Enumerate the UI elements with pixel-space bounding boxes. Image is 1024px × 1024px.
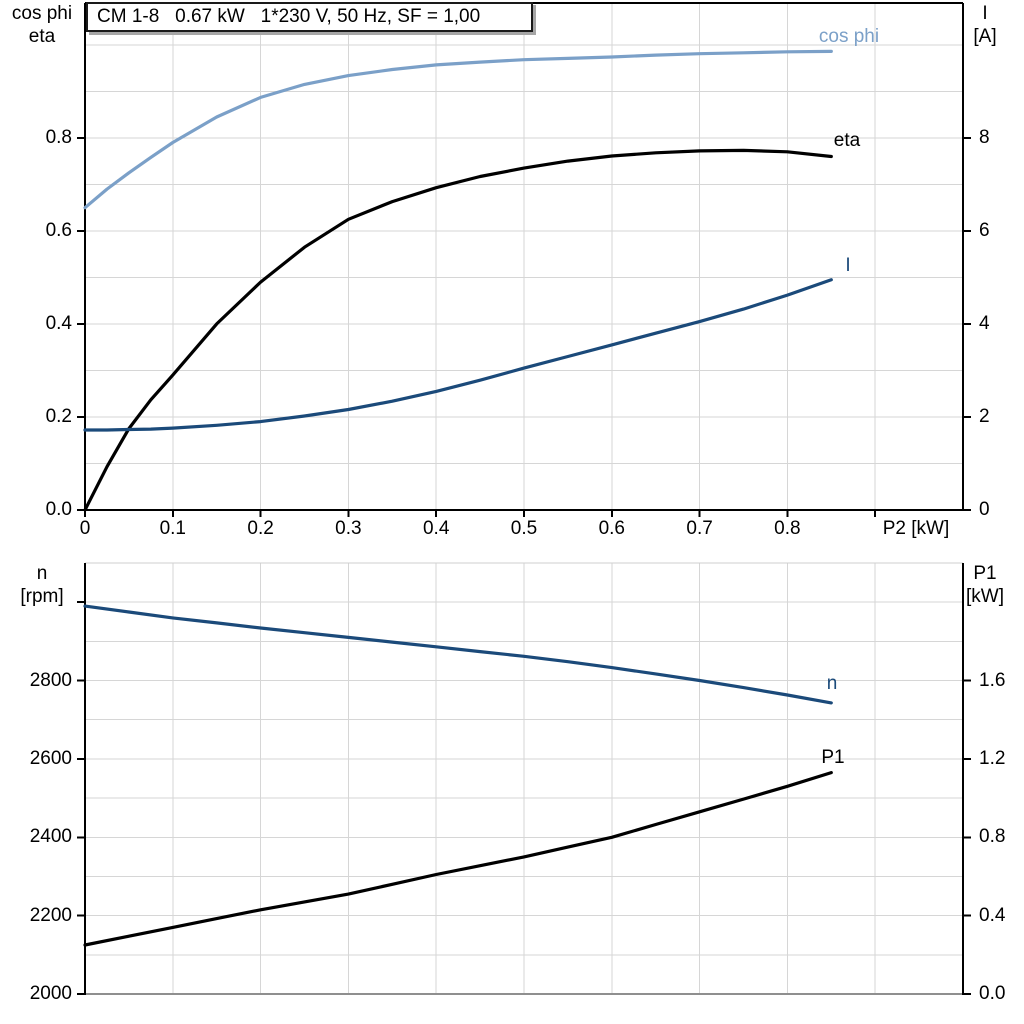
left-axis-title-line-2: eta — [28, 26, 56, 47]
x-axis-tick-label: 0.7 — [686, 518, 713, 539]
curve-label-speed: n — [826, 673, 838, 694]
left-axis-tick-label: 0.4 — [45, 312, 72, 334]
x-axis-tick-label: 0.5 — [510, 518, 538, 539]
power-axis-title-line-2: [kW] — [966, 586, 1004, 607]
right-axis-tick-label: 1.2 — [979, 747, 1006, 769]
top-left-axis-title: cos phi eta — [0, 2, 84, 48]
left-axis-tick-label: 2000 — [29, 983, 72, 1004]
right-axis-tick-label: 4 — [979, 312, 990, 334]
right-axis-tick-label: 0.0 — [979, 983, 1006, 1004]
chart-title-box: CM 1-8 0.67 kW 1*230 V, 50 Hz, SF = 1,00 — [86, 2, 533, 32]
x-axis-label: P2 [kW] — [882, 518, 950, 539]
left-axis-tick-label: 2600 — [29, 747, 72, 769]
right-axis-title-line-1: I — [982, 3, 988, 24]
left-axis-tick-label: 2200 — [29, 904, 72, 926]
left-axis-tick-label: 0.8 — [45, 126, 72, 148]
left-axis-tick-label: 2800 — [29, 669, 72, 691]
right-axis-tick-label: 8 — [979, 126, 990, 148]
curve-i — [83, 278, 833, 432]
x-axis-tick-label: 0.8 — [774, 518, 801, 539]
right-axis-tick-label: 0.8 — [979, 826, 1006, 848]
speed-axis-title-line-1: n — [36, 563, 48, 584]
left-axis-tick-label: 0.2 — [45, 405, 72, 427]
right-axis-tick-label: 2 — [979, 405, 990, 427]
curve-label-current: I — [845, 255, 851, 276]
x-axis-tick-label: 0.2 — [247, 518, 274, 539]
right-axis-title-line-2: [A] — [973, 26, 997, 47]
x-axis-tick-label: 0.1 — [159, 518, 186, 539]
speed-axis-title-line-2: [rpm] — [20, 586, 64, 607]
x-axis-tick-label: 0 — [79, 518, 91, 539]
curve-n — [83, 604, 833, 705]
x-axis-tick-label: 0.6 — [598, 518, 625, 539]
right-axis-tick-label: 6 — [979, 219, 990, 241]
x-axis-tick-label: 0.4 — [422, 518, 450, 539]
curve-label-cos-phi: cos phi — [818, 26, 880, 47]
left-axis-title-line-1: cos phi — [11, 3, 73, 24]
right-axis-tick-label: 0.4 — [979, 904, 1006, 926]
bottom-left-axis-title: n [rpm] — [0, 562, 84, 608]
chart-title: CM 1-8 0.67 kW 1*230 V, 50 Hz, SF = 1,00 — [97, 6, 481, 27]
left-axis-tick-label: 0.0 — [45, 499, 72, 520]
power-axis-title-line-1: P1 — [973, 563, 997, 584]
curve-eta — [83, 148, 833, 512]
right-axis-tick-label: 1.6 — [979, 669, 1006, 691]
right-axis-tick-label: 0 — [979, 499, 990, 520]
left-axis-tick-label: 2400 — [29, 826, 72, 848]
x-axis-tick-label: 0.3 — [335, 518, 362, 539]
curve-cos-phi — [83, 49, 833, 210]
curve-label-eta: eta — [833, 130, 861, 151]
top-right-axis-title: I [A] — [956, 2, 1014, 48]
left-axis-tick-label: 0.6 — [45, 219, 72, 241]
curve-label-input-power: P1 — [821, 747, 845, 768]
curve-p1 — [83, 770, 833, 947]
bottom-right-axis-title: P1 [kW] — [956, 562, 1014, 608]
